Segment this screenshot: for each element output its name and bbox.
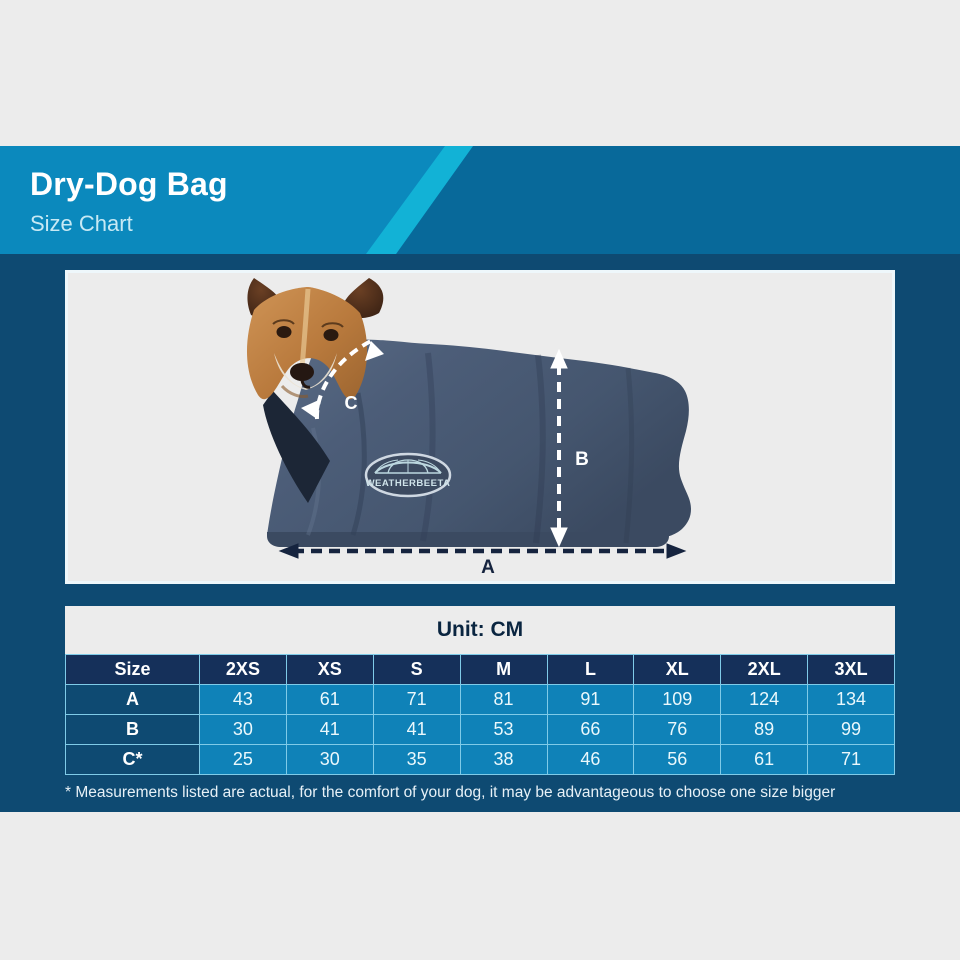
svg-text:B: B — [575, 449, 589, 470]
svg-text:A: A — [481, 557, 495, 578]
svg-text:WEATHERBEETA: WEATHERBEETA — [366, 478, 451, 489]
svg-text:C: C — [345, 393, 358, 413]
